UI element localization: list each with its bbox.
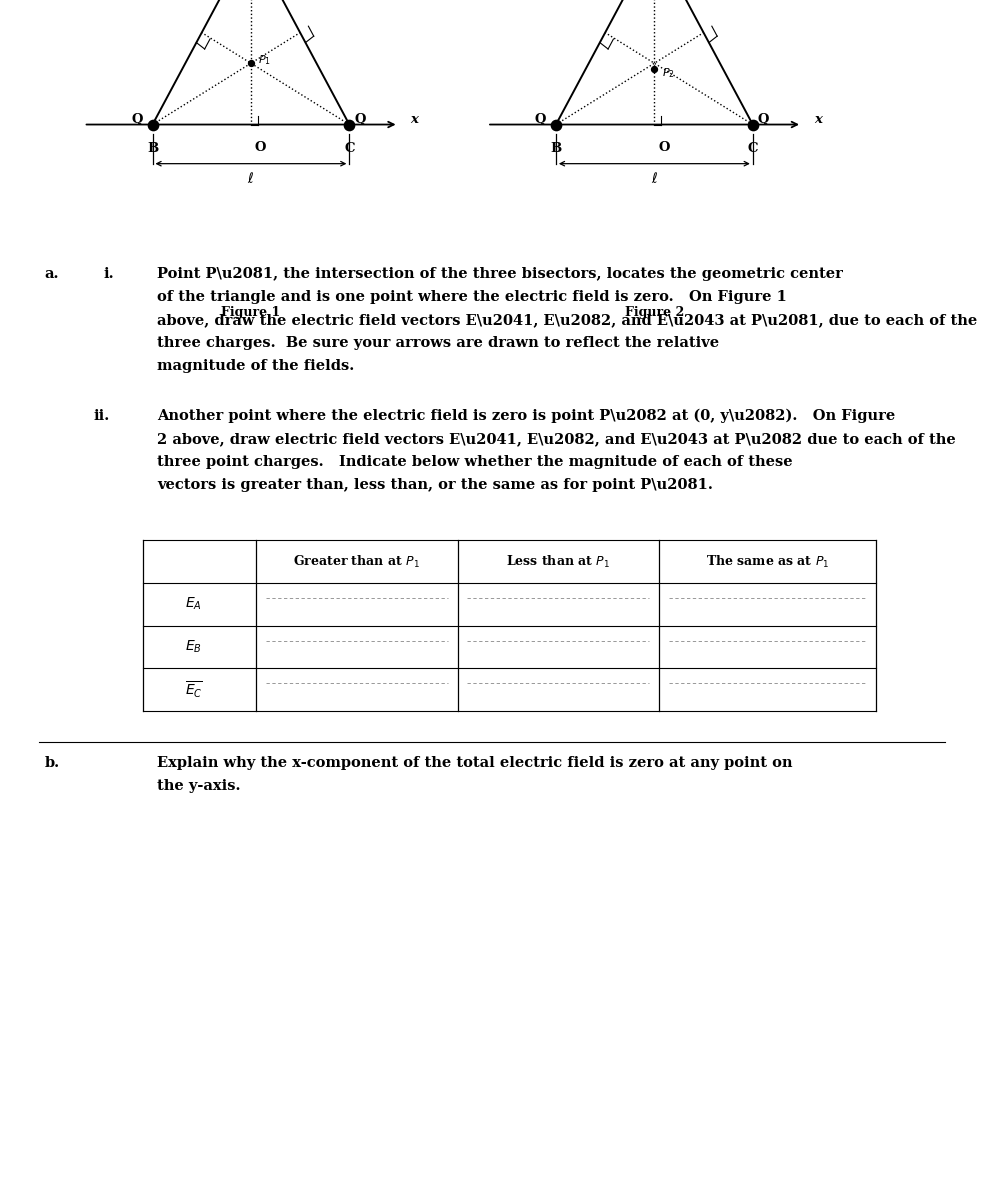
Text: x: x [410, 114, 418, 126]
Text: the y-axis.: the y-axis. [157, 779, 241, 793]
Text: $E_A$: $E_A$ [185, 597, 202, 612]
Text: a.: a. [44, 267, 59, 281]
Text: of the triangle and is one point where the electric field is zero.   On Figure 1: of the triangle and is one point where t… [157, 291, 787, 304]
Text: B: B [147, 142, 158, 155]
Text: i.: i. [103, 267, 114, 281]
Point [548, 115, 564, 134]
Text: Another point where the electric field is zero is point P\u2082 at (0, y\u2082).: Another point where the electric field i… [157, 408, 895, 423]
Point [145, 115, 160, 134]
Text: Q: Q [534, 114, 546, 126]
Text: above, draw the electric field vectors E\u2041, E\u2082, and E\u2043 at P\u2081,: above, draw the electric field vectors E… [157, 313, 978, 327]
Text: $\overline{E_C}$: $\overline{E_C}$ [185, 680, 203, 700]
Text: vectors is greater than, less than, or the same as for point P\u2081.: vectors is greater than, less than, or t… [157, 478, 713, 492]
Text: C: C [748, 142, 758, 155]
Text: Figure 2: Figure 2 [625, 306, 684, 319]
Text: $E_B$: $E_B$ [185, 639, 202, 655]
Text: Figure 1: Figure 1 [221, 306, 280, 319]
Text: $\ell$: $\ell$ [247, 171, 255, 186]
Point [646, 60, 662, 79]
Text: Less than at $P_1$: Less than at $P_1$ [507, 554, 610, 569]
Text: x: x [814, 114, 822, 126]
Text: magnitude of the fields.: magnitude of the fields. [157, 359, 354, 374]
Point [243, 53, 259, 72]
Text: three charges.  Be sure your arrows are drawn to reflect the relative: three charges. Be sure your arrows are d… [157, 337, 719, 350]
Text: C: C [344, 142, 354, 155]
Text: $\mathit{P}_1$: $\mathit{P}_1$ [258, 53, 271, 66]
Point [341, 115, 357, 134]
Text: Explain why the x-component of the total electric field is zero at any point on: Explain why the x-component of the total… [157, 757, 793, 770]
Text: ii.: ii. [93, 408, 110, 422]
Text: O: O [658, 141, 670, 154]
Text: b.: b. [44, 757, 59, 770]
Point [745, 115, 761, 134]
Text: 2 above, draw electric field vectors E\u2041, E\u2082, and E\u2043 at P\u2082 du: 2 above, draw electric field vectors E\u… [157, 432, 956, 446]
Text: $\ell$: $\ell$ [650, 171, 658, 186]
Text: Greater than at $P_1$: Greater than at $P_1$ [293, 554, 420, 569]
Text: The same as at $P_1$: The same as at $P_1$ [706, 554, 830, 569]
Text: B: B [550, 142, 562, 155]
Text: three point charges.   Indicate below whether the magnitude of each of these: three point charges. Indicate below whet… [157, 455, 793, 468]
Text: Point P\u2081, the intersection of the three bisectors, locates the geometric ce: Point P\u2081, the intersection of the t… [157, 267, 843, 281]
Text: Q: Q [354, 114, 366, 126]
Text: Q: Q [758, 114, 769, 126]
Text: Q: Q [131, 114, 143, 126]
Text: O: O [255, 141, 267, 154]
Text: $\mathit{P}_2$: $\mathit{P}_2$ [662, 66, 675, 79]
